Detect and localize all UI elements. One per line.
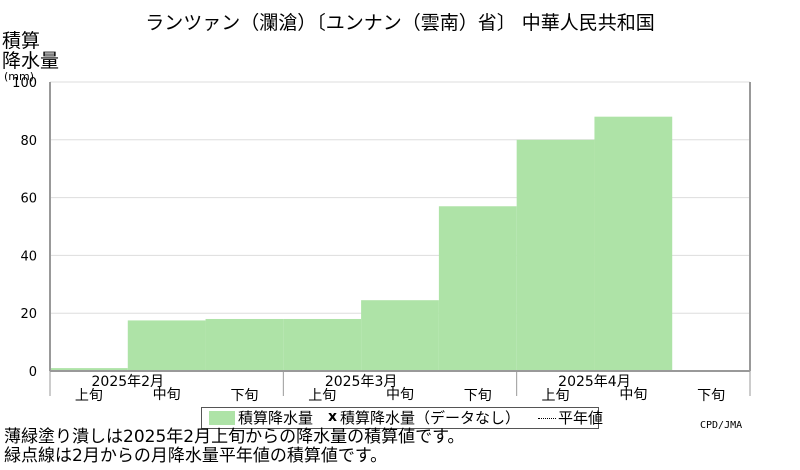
y-axis-unit: (mm): [4, 70, 35, 83]
x-tick-label-dekad: 中旬: [619, 387, 647, 403]
x-tick-label-dekad: 下旬: [697, 388, 725, 404]
bar: [438, 206, 517, 371]
legend-label-missing: 積算降水量（データなし）: [340, 409, 521, 427]
legend: 積算降水量 x 積算降水量（データなし） 平年値: [201, 407, 603, 429]
bar: [127, 320, 206, 371]
y-axis-label-line-1: 積算: [2, 30, 41, 52]
legend-missing-mark: x: [328, 409, 338, 425]
bar: [516, 139, 595, 371]
x-tick-label-dekad: 上旬: [542, 388, 570, 404]
x-tick-label-month: 2025年2月: [92, 374, 165, 390]
y-tick-label: 0: [29, 365, 37, 380]
x-tick-label-month: 2025年3月: [325, 374, 398, 390]
y-tick-label: 100: [12, 76, 37, 91]
legend-normal-line: [538, 418, 556, 419]
note-line-1: 薄緑塗り潰しは2025年2月上旬からの降水量の積算値です。: [4, 427, 465, 447]
x-tick-label-month: 2025年4月: [558, 374, 631, 390]
bar: [50, 368, 128, 371]
legend-label-filled: 積算降水量: [238, 409, 314, 427]
y-tick-label: 60: [20, 192, 37, 207]
legend-label-normal: 平年値: [558, 409, 604, 427]
bar: [361, 300, 439, 371]
x-tick-label-dekad: 下旬: [230, 388, 258, 404]
chart-title: ランツァン（瀾滄）〔ユンナン（雲南）省〕 中華人民共和国: [145, 12, 655, 34]
x-tick-label-dekad: 中旬: [153, 387, 181, 403]
bar: [594, 116, 673, 372]
y-tick-label: 40: [20, 249, 37, 264]
note-line-2: 緑点線は2月からの月降水量平年値の積算値です。: [4, 446, 388, 466]
credit-text: CPD/JMA: [700, 420, 743, 431]
x-tick-label-dekad: 下旬: [464, 388, 492, 404]
bar: [283, 318, 362, 371]
x-tick-label-dekad: 上旬: [308, 388, 336, 404]
y-tick-label: 80: [20, 134, 37, 149]
bar: [205, 318, 284, 371]
y-axis-label-line-2: 降水量: [2, 50, 60, 72]
notes: 薄緑塗り潰しは2025年2月上旬からの降水量の積算値です。 緑点線は2月からの月…: [4, 428, 464, 466]
y-tick-label: 20: [20, 307, 37, 322]
legend-swatch-filled: [209, 411, 235, 425]
x-tick-label-dekad: 上旬: [75, 388, 103, 404]
x-tick-label-dekad: 中旬: [386, 387, 414, 403]
